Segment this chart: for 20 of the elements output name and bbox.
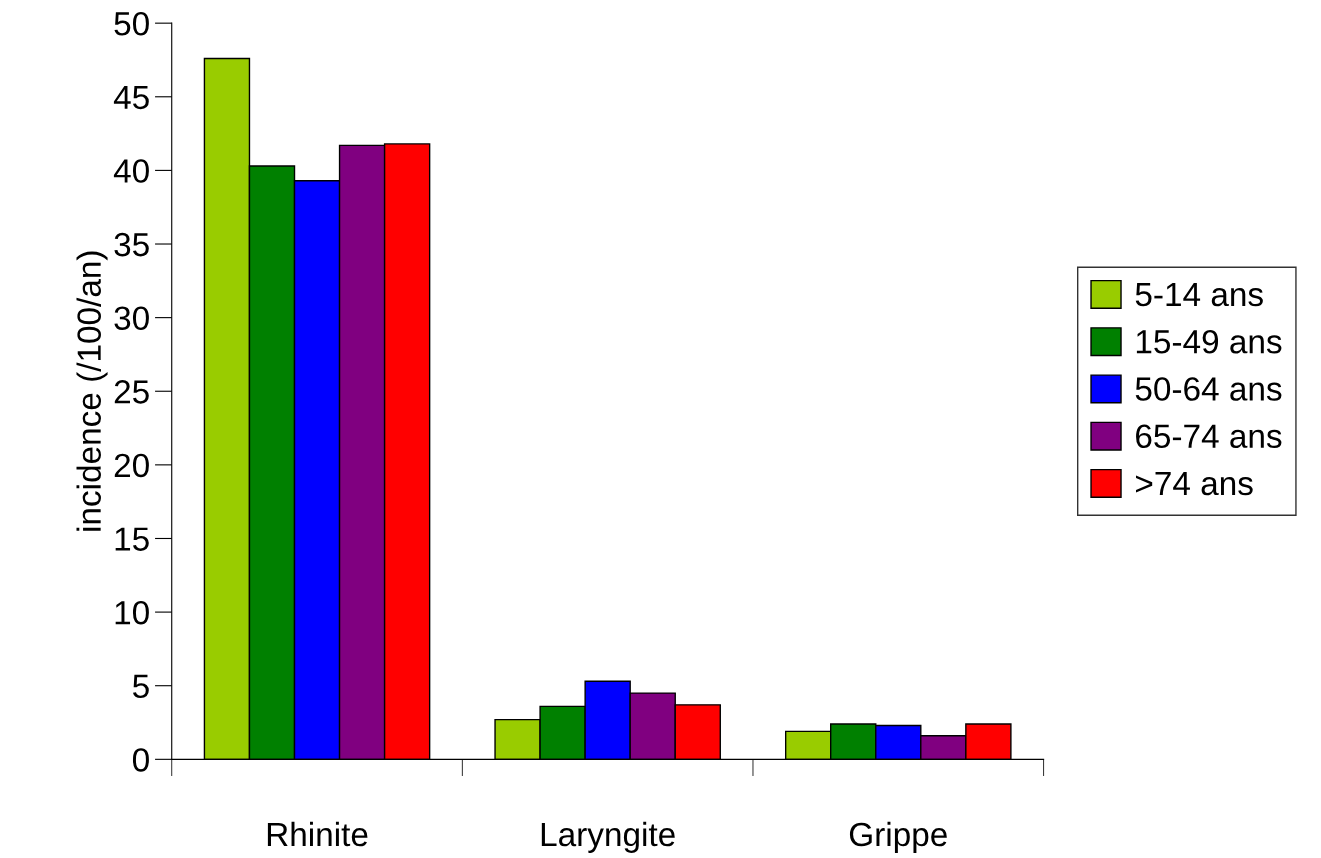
y-tick-label: 10 <box>115 600 149 625</box>
legend-label: 65-74 ans <box>1136 424 1282 449</box>
legend-label: 5-14 ans <box>1135 283 1263 307</box>
y-axis-title: incidence (/100/an) <box>76 251 108 531</box>
y-tick-label: 30 <box>114 306 149 331</box>
y-tick-label: 40 <box>113 159 149 183</box>
x-tick-label: Rhinite <box>267 821 368 847</box>
y-tick-label: 35 <box>114 232 149 257</box>
x-tick-label: Laryngite <box>541 821 675 853</box>
y-tick-label: 20 <box>114 453 149 478</box>
y-tick-label: 45 <box>113 85 149 110</box>
y-tick-label: 25 <box>114 380 149 404</box>
y-tick-label: 50 <box>114 11 149 36</box>
x-tick-label: Grippe <box>849 821 947 853</box>
y-tick-label: 5 <box>133 674 149 699</box>
legend-label: >74 ans <box>1136 472 1253 496</box>
y-tick-label: 15 <box>115 527 149 551</box>
y-tick-label: 0 <box>132 748 149 772</box>
legend-label: 50-64 ans <box>1135 377 1282 401</box>
legend-label: 15-49 ans <box>1136 329 1282 354</box>
